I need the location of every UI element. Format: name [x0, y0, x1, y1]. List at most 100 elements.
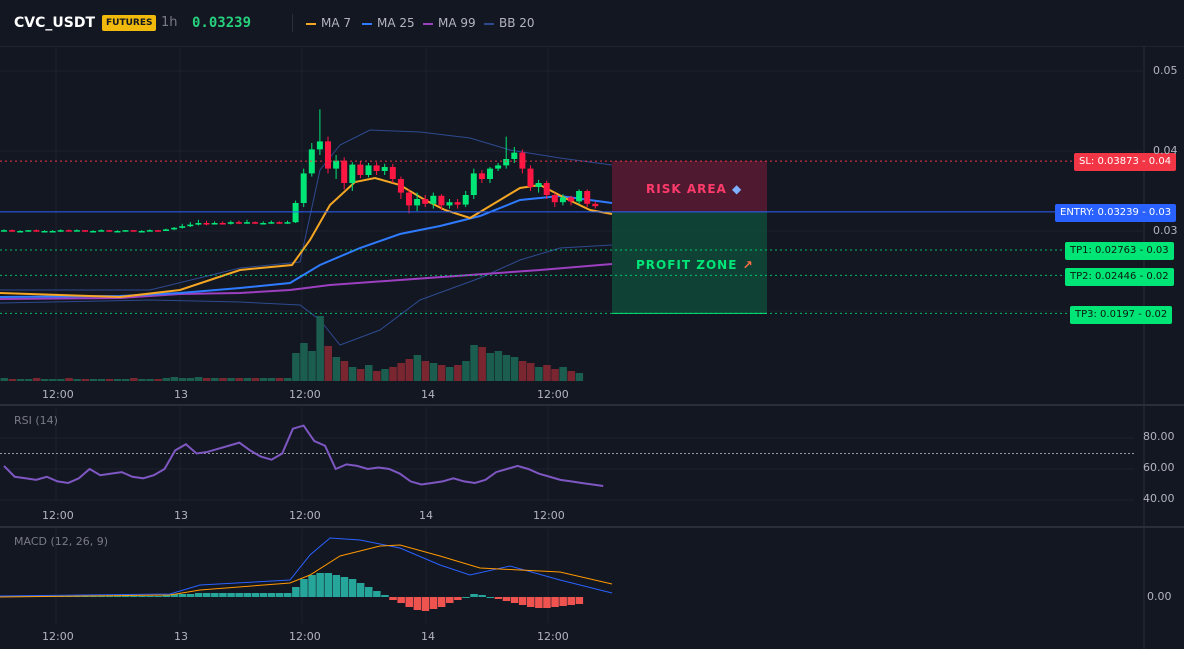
volume-bar [251, 378, 260, 381]
macd-histogram-bar [518, 597, 527, 605]
ma99-swatch [423, 22, 433, 25]
macd-histogram-bar [470, 594, 478, 597]
symbol-name[interactable]: CVC_USDT [14, 15, 96, 31]
macd-histogram-bar [203, 593, 211, 597]
candle-body [446, 202, 453, 206]
volume-bar [16, 379, 25, 381]
volume-bar [219, 378, 227, 381]
volume-bar [284, 378, 292, 381]
volume-bar [275, 378, 284, 381]
candle-body [122, 230, 129, 232]
macd-histogram-bar [332, 575, 341, 597]
macd-line [0, 537, 613, 597]
volume-bar [259, 378, 268, 381]
volume-bar [186, 378, 195, 381]
rsi-axis-label: 60.00 [1143, 461, 1175, 474]
time-label: 12:00 [537, 388, 569, 401]
candle-body [365, 165, 372, 175]
volume-bar [308, 351, 316, 381]
macd-histogram-bar [559, 597, 567, 606]
trade-zones [612, 161, 767, 314]
candle-body [284, 222, 291, 224]
candle-body [454, 202, 461, 205]
macd-histogram-bar [389, 597, 397, 600]
rsi-title: RSI (14) [14, 414, 58, 427]
volume-bar [49, 379, 57, 381]
candle-body [9, 230, 16, 232]
volume-bar [57, 379, 65, 381]
macd-histogram-bar [186, 594, 195, 597]
macd-histogram-bar [535, 597, 543, 608]
sl-price-tag[interactable]: SL: 0.03873 - 0.04 [1074, 153, 1177, 171]
price-axis-label: 0.05 [1153, 64, 1178, 77]
macd-histogram-bar [292, 587, 300, 597]
legend-ma7-label: MA 7 [321, 16, 352, 30]
macd-histogram-bar [251, 593, 260, 597]
volume-bar [332, 357, 341, 381]
tp2-price-tag[interactable]: TP2: 0.02446 - 0.02 [1065, 268, 1174, 286]
volume-bar [462, 361, 470, 381]
macd-histogram-bar [421, 597, 430, 611]
legend-ma7[interactable]: MA 7 [306, 14, 351, 32]
tp3-price-tag[interactable]: TP3: 0.0197 - 0.02 [1070, 306, 1173, 324]
macd-histogram-bar [105, 596, 114, 597]
macd-histogram-bar [89, 596, 98, 597]
candle-body [406, 192, 412, 206]
volume-bar [429, 363, 438, 381]
candle-body [300, 173, 307, 203]
volume-bar [551, 369, 559, 381]
candle-body [227, 222, 234, 224]
volume-bar [559, 367, 567, 381]
candle-body [527, 168, 534, 187]
volume-bar [365, 365, 373, 381]
legend-ma25[interactable]: MA 25 [362, 14, 415, 32]
macd-histogram-bar [494, 597, 503, 599]
macd-histogram-bar [235, 593, 243, 597]
volume-bar [470, 345, 478, 381]
legend-ma99[interactable]: MA 99 [423, 14, 476, 32]
ma25-swatch [362, 22, 372, 25]
rsi-axis-label: 40.00 [1143, 492, 1175, 505]
candlesticks [1, 109, 599, 233]
candle-body [260, 223, 267, 225]
macd-histogram-bar [243, 593, 251, 597]
macd-histogram-bar [454, 597, 462, 600]
candle-body [49, 231, 56, 233]
entry-price-tag[interactable]: ENTRY: 0.03239 - 0.03 [1055, 204, 1177, 222]
candle-body [65, 230, 72, 232]
macd-histogram-bar [486, 597, 494, 598]
candle-body [187, 224, 194, 227]
macd-histogram-bar [324, 573, 332, 597]
candle-body [438, 195, 445, 206]
macd-histogram-bar [356, 583, 365, 597]
macd-histogram-bar [348, 579, 357, 597]
candle-body [211, 223, 218, 225]
macd-histogram-bar [437, 597, 446, 607]
volume-bar [194, 377, 203, 381]
volume-bar [89, 379, 98, 381]
macd-histogram-bar [308, 575, 316, 597]
candle-body [25, 230, 32, 232]
candle-body [82, 230, 88, 232]
candle-body [57, 230, 64, 232]
candle-body [430, 195, 437, 204]
candle-body [268, 222, 275, 224]
time-label: 13 [174, 630, 188, 643]
shield-icon: ◆ [732, 182, 743, 196]
tp1-price-tag[interactable]: TP1: 0.02763 - 0.03 [1065, 242, 1174, 260]
profit-zone-box [612, 211, 767, 314]
macd-histogram-bar [429, 597, 438, 609]
legend-bb20[interactable]: BB 20 [484, 14, 535, 32]
interval-selector[interactable]: 1h [161, 15, 178, 30]
candle-body [276, 222, 283, 224]
volume-bar [502, 355, 511, 381]
time-label: 14 [419, 509, 433, 522]
volume-bar [130, 378, 138, 381]
macd-histogram-bar [178, 594, 187, 597]
candle-body [495, 165, 502, 169]
ma7-swatch [306, 22, 316, 25]
volume-bar [178, 378, 187, 381]
ma25-line [0, 194, 613, 298]
candle-body [130, 230, 137, 232]
